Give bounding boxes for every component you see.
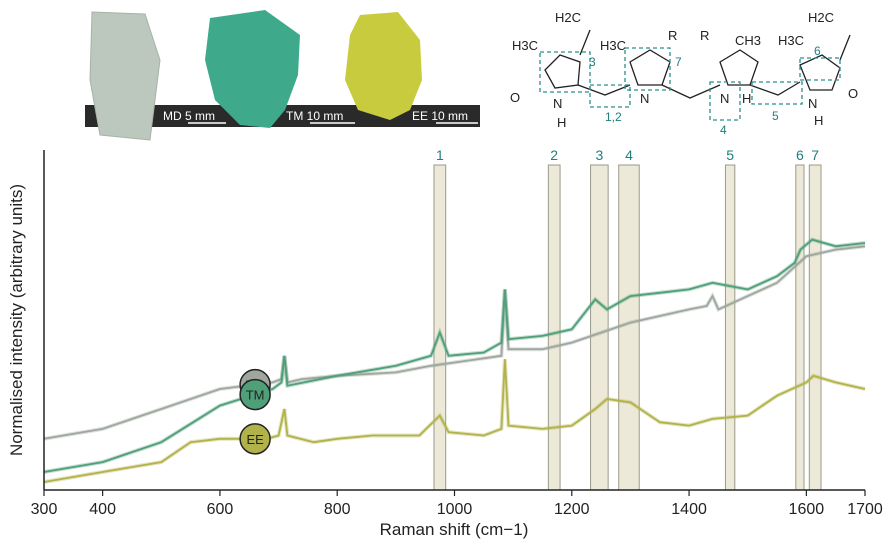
bond-highlight-boxes: [539, 47, 841, 121]
bond-label: 4: [720, 123, 727, 137]
bond-label: 1,2: [605, 110, 622, 124]
bridge-bc: [661, 84, 721, 99]
bond-box-6: [799, 57, 841, 81]
structure-label: R: [668, 28, 677, 43]
structure-label: N: [640, 91, 649, 106]
x-tick-label: 300: [31, 501, 58, 518]
structure-label: N: [720, 91, 729, 106]
structure-label: H: [557, 115, 566, 130]
series-line-ee: [43, 359, 866, 483]
x-axis-label: Raman shift (cm−1): [380, 520, 529, 539]
band-label: 1: [436, 147, 444, 163]
structure-label: H2C: [808, 10, 834, 25]
vinyl-right: [839, 34, 851, 61]
ring-c: [719, 49, 759, 86]
series-halo-ee: [43, 359, 866, 484]
structure-label: H3C: [600, 38, 626, 53]
bridge-ab: [577, 84, 631, 96]
y-axis-label: Normalised intensity (arbitrary units): [7, 184, 26, 456]
structure-label: H3C: [512, 38, 538, 53]
structure-label: N: [553, 96, 562, 111]
structure-label: H: [814, 113, 823, 128]
band-label: 6: [796, 147, 804, 163]
x-tick-label: 1200: [554, 501, 590, 518]
bond-box-5: [751, 81, 803, 105]
ee-sample-photo: [345, 12, 422, 120]
ring-d: [799, 54, 841, 91]
bond-box-7: [624, 47, 671, 91]
x-tick-label: 800: [324, 501, 351, 518]
band-label: 7: [811, 147, 819, 163]
scale-label-ee: EE 10 mm: [412, 109, 468, 123]
x-tick-label: 400: [89, 501, 116, 518]
sample-marker-tm: [239, 378, 271, 411]
x-tick-label: 600: [207, 501, 234, 518]
band-3: [590, 164, 609, 491]
band-2: [547, 164, 561, 491]
sample-markers: MDTMEE: [239, 368, 271, 455]
bond-label: 6: [814, 44, 821, 58]
bond-box-1-2: [589, 84, 631, 108]
bond-label: 5: [772, 109, 779, 123]
structure-label: R: [700, 28, 709, 43]
sample-marker-ee: [239, 423, 271, 455]
band-label: 3: [595, 147, 603, 163]
structure-label: CH3: [735, 33, 761, 48]
scale-label-tm: TM 10 mm: [286, 109, 343, 123]
band-7: [808, 164, 822, 491]
bridge-cd: [749, 81, 801, 96]
ring-b: [629, 49, 671, 86]
bond-box-3: [539, 51, 591, 93]
sample-photo-strip: MD 5 mm TM 10 mm EE 10 mm: [85, 10, 480, 141]
structure-label: O: [848, 86, 858, 101]
spectra: [43, 237, 866, 484]
x-tick-label: 1700: [847, 501, 883, 518]
series-line-md: [43, 245, 866, 440]
x-tick-label: 1400: [671, 501, 707, 518]
band-5: [724, 164, 736, 491]
scale-label-md: MD 5 mm: [163, 109, 215, 123]
structure-label: O: [510, 90, 520, 105]
x-ticks: 300 400 600 800 1000 1200 1400 1600 1700: [31, 490, 883, 518]
band-6: [795, 164, 805, 491]
md-sample-photo: [89, 11, 161, 141]
structure-label: H3C: [778, 33, 804, 48]
band-label: 2: [550, 147, 558, 163]
vinyl-left: [579, 29, 591, 56]
series-halo-md: [43, 244, 866, 441]
structure-label: N: [808, 96, 817, 111]
ring-a: [544, 54, 581, 89]
bond-box-4: [709, 81, 741, 121]
x-tick-label: 1600: [789, 501, 825, 518]
band-label: 5: [726, 147, 734, 163]
bilirubin-structure: [544, 29, 851, 99]
structure-label: H2C: [555, 10, 581, 25]
series-line-tm: [43, 238, 866, 473]
bond-label: 3: [589, 55, 596, 69]
structure-label: H: [742, 91, 751, 106]
x-tick-label: 1000: [437, 501, 473, 518]
tm-sample-photo: [205, 10, 300, 128]
sample-marker-label: TM: [246, 388, 265, 403]
band-label: 4: [625, 147, 633, 163]
structure-labels: H2C H3C H3C R R CH3 H3C H2C O N H N N H …: [510, 10, 858, 137]
bond-label: 7: [675, 55, 682, 69]
sample-marker-label: EE: [246, 432, 264, 447]
